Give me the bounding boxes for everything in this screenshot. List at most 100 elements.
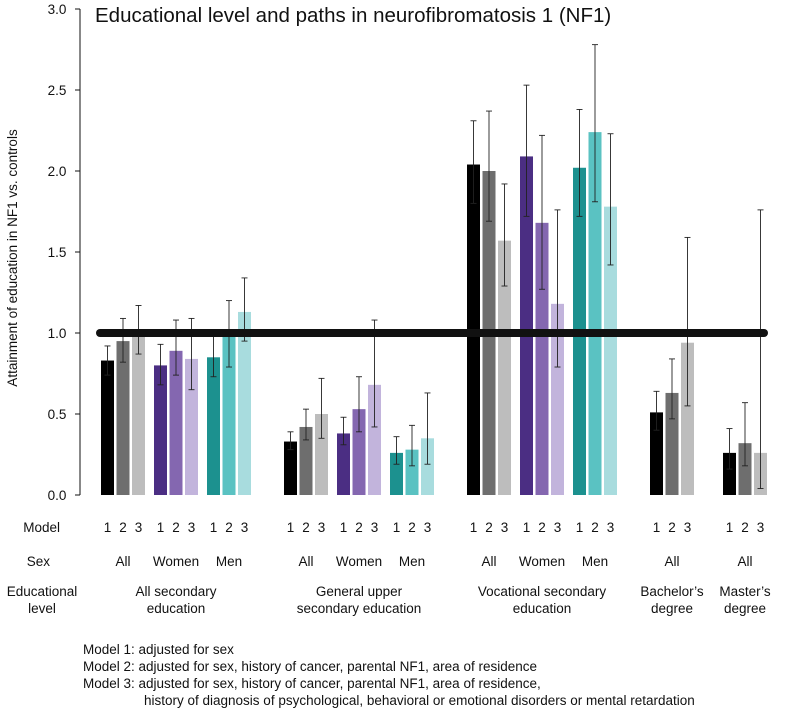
sex-label: Men: [216, 554, 242, 569]
y-tick-label-6: 3.0: [48, 2, 67, 17]
row-label-sex: Sex: [27, 554, 51, 569]
model-label: 2: [668, 520, 676, 535]
y-tick-label-1: 0.5: [48, 407, 67, 422]
model-label: 3: [501, 520, 509, 535]
sex-label: Women: [519, 554, 565, 569]
y-tick-label-0: 0.0: [48, 488, 67, 503]
bar-g2-m3: [185, 358, 198, 495]
model-label: 1: [340, 520, 348, 535]
model-label: 2: [408, 520, 416, 535]
bar-g1-m2: [116, 341, 130, 495]
level-label-line: Vocational secondary: [478, 584, 607, 599]
model-label: 2: [591, 520, 599, 535]
y-tick-label-3: 1.5: [48, 245, 67, 260]
sex-label: All: [481, 554, 496, 569]
sex-label: All: [298, 554, 313, 569]
model-label: 2: [485, 520, 493, 535]
model-label: 3: [684, 520, 692, 535]
level-label-line: General upper: [316, 584, 403, 599]
bar-g3-m1: [207, 357, 220, 495]
bar-g7-m3: [498, 240, 511, 495]
model-label: 3: [188, 520, 196, 535]
level-label-1: All secondary education: [135, 584, 216, 616]
model-label: 1: [287, 520, 295, 535]
model-label: 1: [393, 520, 401, 535]
row-label-model: Model: [23, 520, 60, 535]
model-label: 1: [470, 520, 478, 535]
bar-g9-m2: [588, 132, 602, 495]
model-label: 1: [157, 520, 165, 535]
y-axis-label: Attainment of education in NF1 vs. contr…: [5, 129, 20, 387]
level-label-line: secondary education: [297, 601, 422, 616]
bar-g11-m2: [738, 443, 752, 495]
y-tick-label-5: 2.5: [48, 83, 67, 98]
bar-g10-m2: [665, 392, 679, 495]
model-label: 1: [576, 520, 584, 535]
model-label: 2: [302, 520, 310, 535]
level-label-line: Bachelor’s: [640, 584, 704, 599]
bar-g8-m3: [551, 303, 564, 495]
model-label: 3: [371, 520, 379, 535]
bar-g10-m3: [681, 342, 694, 495]
bar-g3-m2: [222, 336, 236, 495]
chart: Educational level and paths in neurofibr…: [5, 2, 771, 616]
bar-g5-m1: [337, 433, 350, 495]
model-label: 2: [538, 520, 546, 535]
bar-g4-m3: [315, 414, 328, 495]
bar-g8-m2: [535, 222, 549, 495]
bar-g6-m3: [421, 438, 434, 495]
bar-g2-m1: [154, 365, 167, 495]
level-label-line: education: [147, 601, 206, 616]
bar-g5-m2: [352, 409, 366, 495]
note-model-2: Model 2: adjusted for sex, history of ca…: [83, 659, 537, 674]
row-label-level-word: level: [28, 601, 56, 616]
bar-g10-m1: [650, 412, 663, 495]
model-label: 1: [104, 520, 112, 535]
sex-label: All: [664, 554, 679, 569]
sex-label: Men: [399, 554, 425, 569]
model-label: 1: [523, 520, 531, 535]
model-label: 2: [355, 520, 363, 535]
model-label: 3: [135, 520, 143, 535]
bar-g4-m2: [299, 426, 313, 495]
bar-g3-m3: [238, 311, 251, 495]
level-label-line: degree: [724, 601, 766, 616]
model-label: 3: [757, 520, 765, 535]
bars: [101, 44, 767, 496]
level-label-5: Master’s degree: [719, 584, 771, 616]
y-tick-label-4: 2.0: [48, 164, 67, 179]
note-model-3: Model 3: adjusted for sex, history of ca…: [83, 676, 541, 691]
bar-g6-m2: [405, 449, 419, 495]
model-label: 3: [554, 520, 562, 535]
model-label: 3: [424, 520, 432, 535]
model-label: 2: [172, 520, 180, 535]
model-label: 2: [225, 520, 233, 535]
model-label: 3: [607, 520, 615, 535]
model-notes: Model 1: adjusted for sex Model 2: adjus…: [83, 641, 695, 709]
chart-title: Educational level and paths in neurofibr…: [95, 4, 611, 27]
sex-label: All: [115, 554, 130, 569]
level-label-2: General upper secondary education: [297, 584, 422, 616]
bar-g11-m1: [723, 452, 736, 495]
bar-g8-m1: [520, 156, 533, 496]
level-label-3: Vocational secondary education: [478, 584, 607, 616]
level-label-line: All secondary: [135, 584, 216, 599]
model-label: 1: [653, 520, 661, 535]
note-model-3-continued: history of diagnosis of psychological, b…: [144, 693, 695, 708]
level-label-line: education: [513, 601, 572, 616]
model-label: 1: [726, 520, 734, 535]
bar-g5-m3: [368, 384, 381, 495]
sex-label: All: [737, 554, 752, 569]
y-tick-label-2: 1.0: [48, 326, 67, 341]
bar-g1-m3: [132, 333, 145, 495]
model-label: 3: [241, 520, 249, 535]
level-label-4: Bachelor’s degree: [640, 584, 704, 616]
note-model-1: Model 1: adjusted for sex: [83, 642, 234, 657]
model-label: 2: [119, 520, 127, 535]
model-label: 3: [318, 520, 326, 535]
level-label-line: Master’s: [719, 584, 771, 599]
bar-g1-m1: [101, 360, 114, 495]
sex-label: Men: [582, 554, 608, 569]
row-label-level: Educational level: [7, 584, 78, 616]
